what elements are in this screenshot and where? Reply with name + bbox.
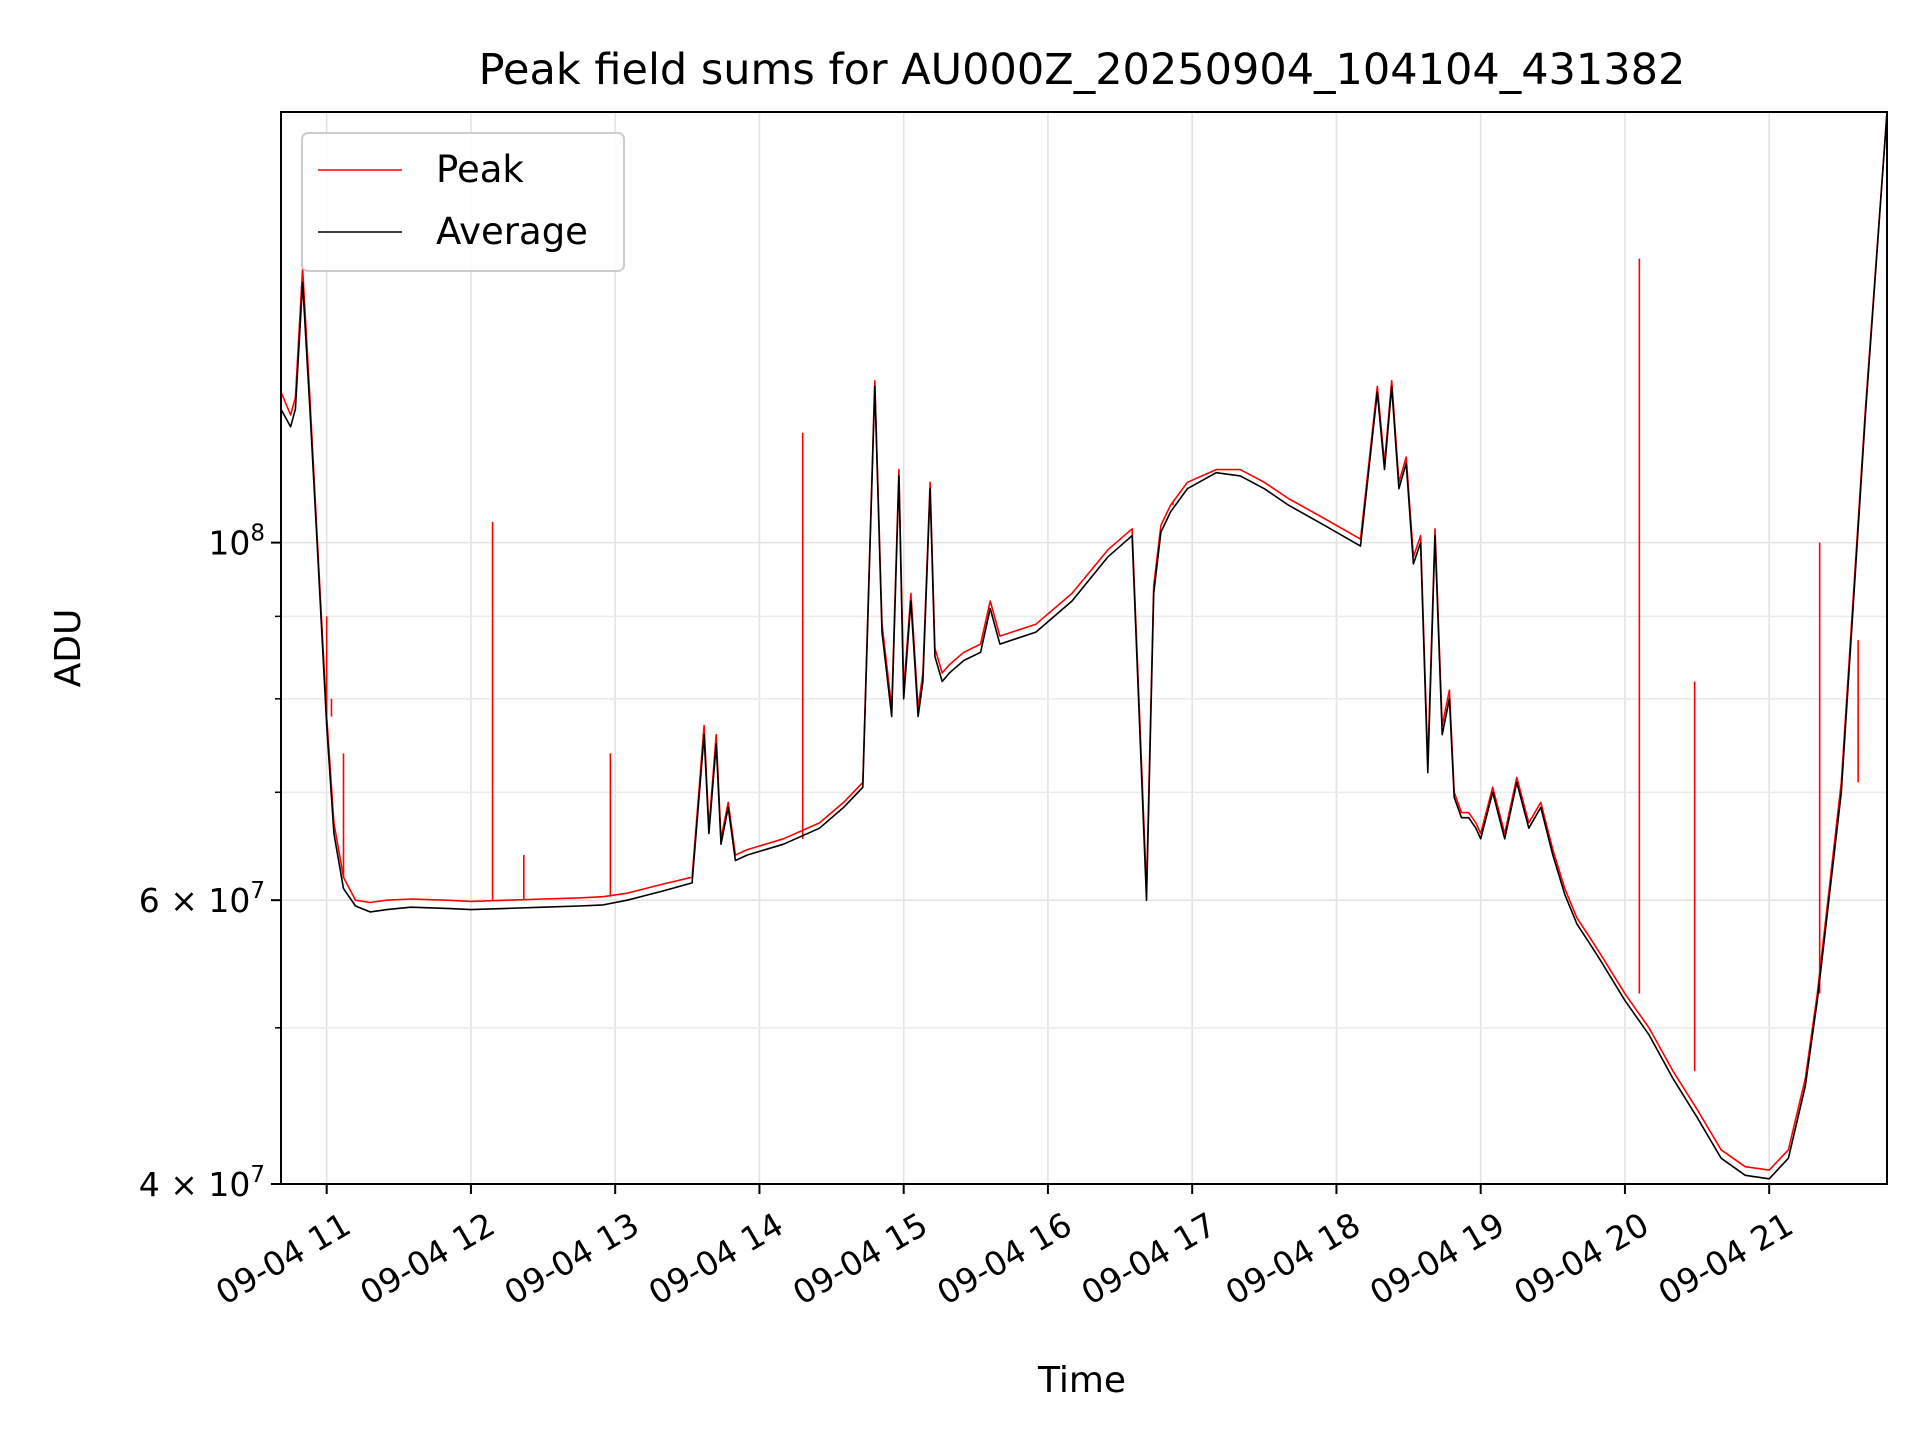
legend-label-peak: Peak: [436, 148, 524, 191]
legend-label-average: Average: [436, 210, 588, 253]
series-line-average: [280, 111, 1888, 1180]
legend: Peak Average: [301, 132, 625, 272]
y-tick-label: 4 × 107: [139, 1162, 265, 1204]
y-tick-label: 108: [208, 521, 265, 563]
legend-box: [301, 132, 625, 272]
y-tick-label-exponent: 8: [250, 521, 265, 547]
x-axis-title: Time: [1037, 1360, 1126, 1401]
y-tick-label-base: 4 × 10: [139, 1165, 251, 1204]
chart-title: Peak field sums for AU000Z_20250904_1041…: [479, 45, 1686, 95]
series-line-peak: [280, 111, 1888, 1171]
y-tick-label-exponent: 7: [250, 1162, 265, 1188]
y-tick-label-base: 10: [208, 524, 250, 563]
y-tick-label: 6 × 107: [139, 878, 265, 920]
series-layer: [280, 111, 1888, 1180]
y-tick-label-base: 6 × 10: [139, 881, 251, 920]
grid: [281, 112, 1887, 1185]
y-axis-title: ADU: [48, 609, 89, 688]
y-tick-label-exponent: 7: [250, 878, 265, 904]
plot-frame: [280, 111, 1888, 1185]
